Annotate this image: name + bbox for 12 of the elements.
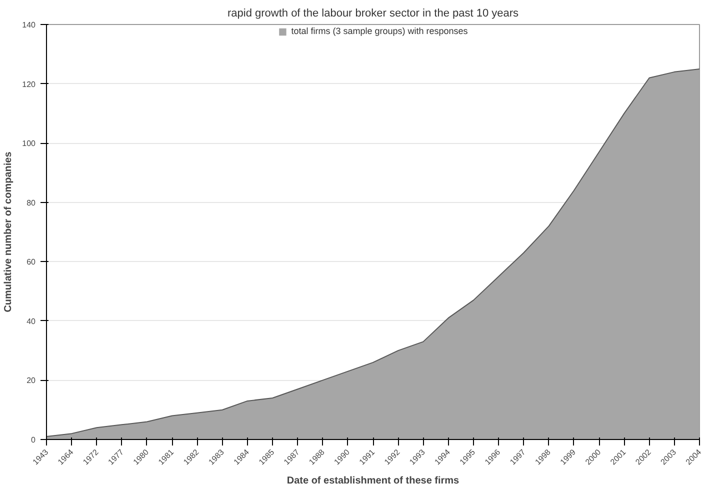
y-tick-label: 40 — [26, 316, 36, 326]
y-tick-label: 80 — [26, 198, 36, 208]
y-tick-label: 140 — [22, 20, 36, 30]
y-axis-title: Cumulative number of companies — [3, 151, 14, 312]
legend-label: total firms (3 sample groups) with responses — [291, 26, 468, 36]
y-tick-label: 120 — [22, 80, 36, 89]
y-tick-label: 20 — [26, 376, 36, 386]
y-tick-label: 60 — [26, 258, 36, 267]
y-tick-label: 100 — [22, 139, 36, 148]
chart-title: rapid growth of the labour broker sector in the past 10 years — [227, 8, 520, 20]
y-tick-label: 0 — [31, 436, 36, 444]
x-axis-title: Date of establishment of these firms — [286, 475, 460, 486]
